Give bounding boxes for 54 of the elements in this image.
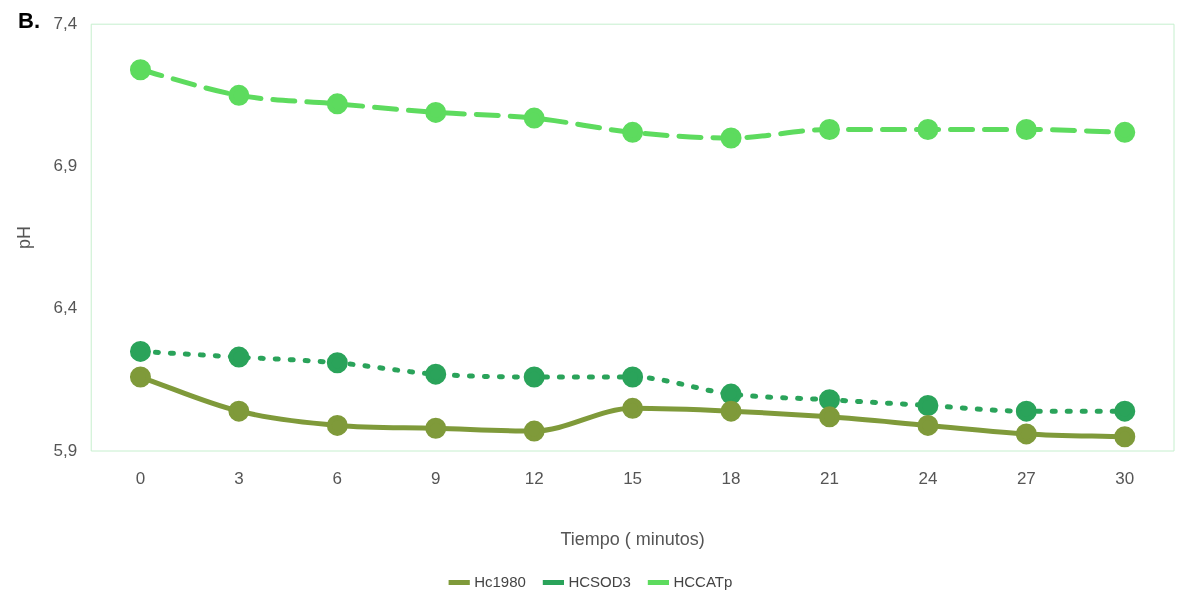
x-tick-label: 0 (135, 468, 146, 488)
x-tick-label: 30 (1115, 468, 1135, 488)
point (1015, 400, 1037, 422)
point (228, 400, 250, 422)
point (818, 389, 840, 411)
legend-label: HCCATp (673, 572, 733, 590)
point (720, 383, 742, 405)
point (425, 417, 447, 439)
point (1015, 423, 1037, 445)
point (228, 346, 250, 368)
point (622, 366, 644, 388)
point (523, 107, 545, 129)
point (129, 340, 151, 362)
point (326, 352, 348, 374)
point (818, 406, 840, 428)
point (228, 84, 250, 106)
point (326, 93, 348, 115)
x-tick-label: 6 (332, 468, 343, 488)
point (523, 420, 545, 442)
point (425, 363, 447, 385)
x-tick-label: 21 (820, 468, 839, 488)
y-tick-label: 5,9 (53, 440, 78, 460)
point (818, 118, 840, 140)
y-tick-label: 6,4 (53, 298, 78, 318)
legend-label: HCSOD3 (568, 572, 631, 590)
point (917, 414, 939, 436)
x-tick-label: 27 (1016, 468, 1036, 488)
x-tick-label: 12 (524, 468, 544, 488)
legend-label: Hc1980 (474, 572, 526, 590)
x-axis-title: Tiempo ( minutos) (560, 529, 705, 550)
y-axis-title: pH (13, 226, 34, 250)
x-tick-label: 3 (234, 468, 244, 488)
point (720, 127, 742, 149)
x-tick-label: 9 (431, 468, 441, 488)
point (622, 121, 644, 143)
point (917, 118, 939, 140)
x-tick-label: 24 (918, 468, 938, 488)
point (1114, 426, 1136, 448)
point (1114, 400, 1136, 422)
point (425, 101, 447, 123)
y-tick-label: 7,4 (53, 13, 78, 33)
y-tick-label: 6,9 (53, 156, 78, 176)
point (326, 414, 348, 436)
x-tick-label: 15 (623, 468, 643, 488)
point (917, 394, 939, 416)
point (1114, 121, 1136, 143)
point (720, 400, 742, 422)
point (523, 366, 545, 388)
text: B. (18, 8, 40, 34)
point (129, 59, 151, 81)
x-tick-label: 18 (721, 468, 741, 488)
point (622, 397, 644, 419)
point (129, 366, 151, 388)
point (1015, 118, 1037, 140)
